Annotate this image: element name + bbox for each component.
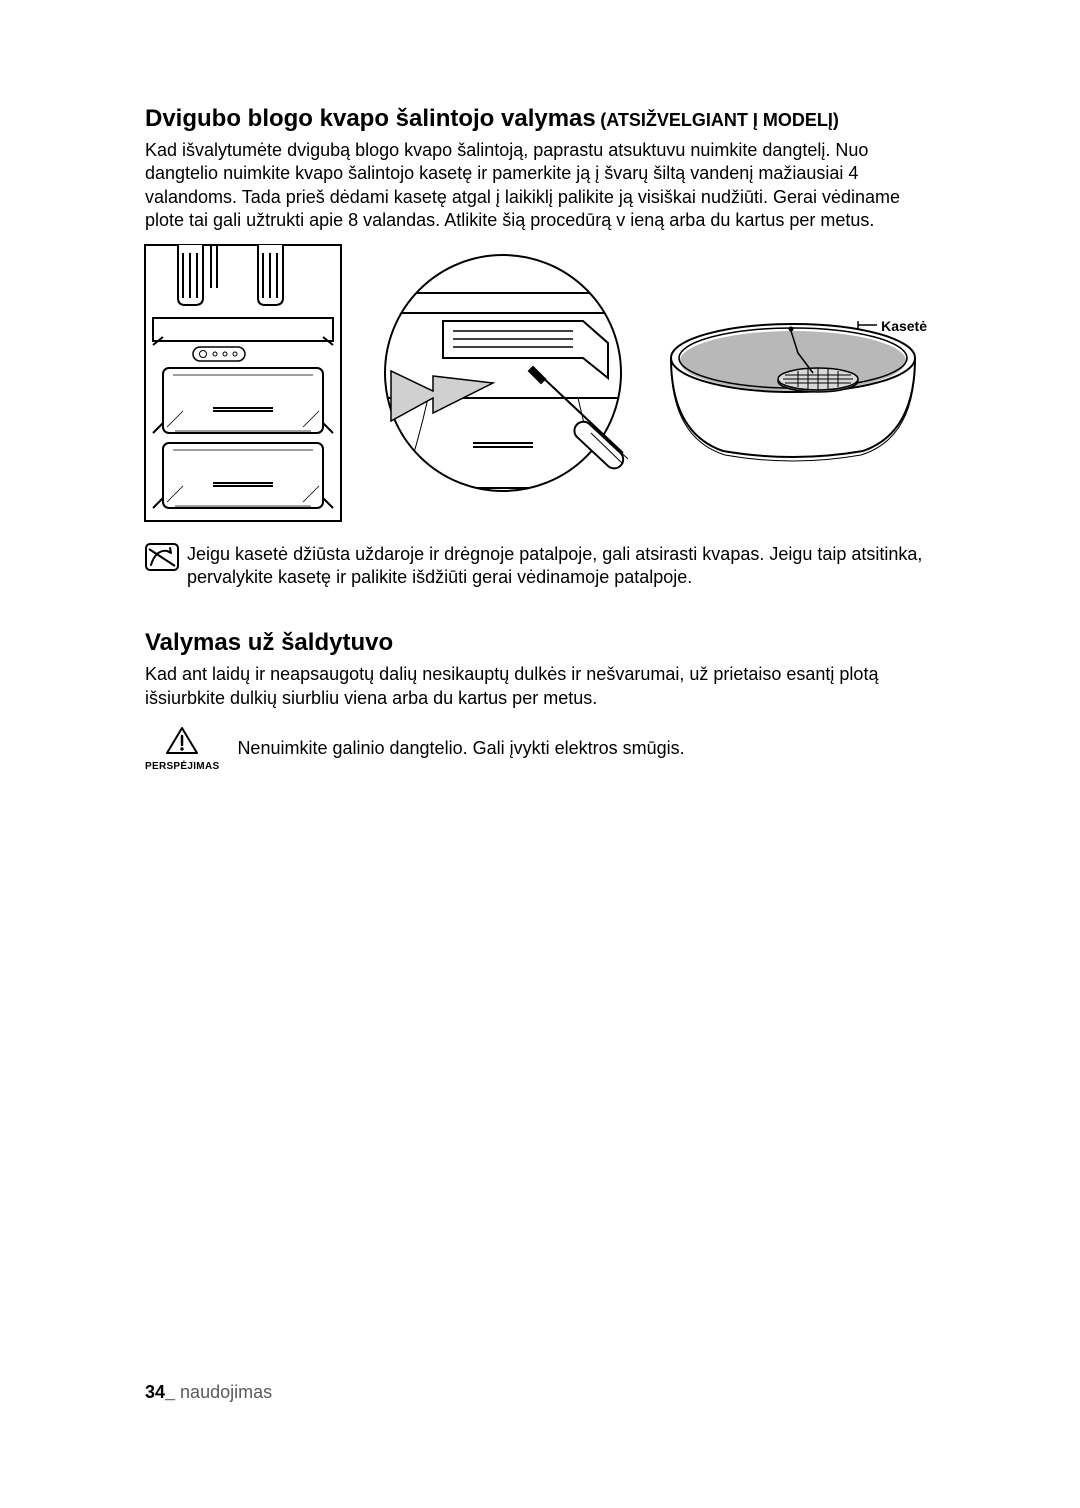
note-text: Jeigu kasetė džiūsta uždaroje ir drėgnoj… bbox=[187, 543, 940, 590]
warning-icon-wrap: PERSPĖJIMAS bbox=[145, 726, 219, 772]
warning-row: PERSPĖJIMAS Nenuimkite galinio dangtelio… bbox=[145, 726, 940, 772]
note-row: Jeigu kasetė džiūsta uždaroje ir drėgnoj… bbox=[145, 543, 940, 590]
detail-diagram bbox=[373, 243, 633, 503]
section-1: Dvigubo blogo kvapo šalintojo valymas (A… bbox=[145, 105, 940, 589]
section-1-title: Dvigubo blogo kvapo šalintojo valymas bbox=[145, 105, 596, 132]
section-1-body: Kad išvalytumėte dvigubą blogo kvapo šal… bbox=[145, 139, 940, 233]
note-icon bbox=[145, 543, 179, 571]
page-footer: 34_ naudojimas bbox=[145, 1382, 272, 1403]
fridge-diagram bbox=[143, 243, 343, 523]
footer-section: naudojimas bbox=[175, 1382, 272, 1402]
section-2-title: Valymas už šaldytuvo bbox=[145, 629, 940, 657]
warning-text: Nenuimkite galinio dangtelio. Gali įvykt… bbox=[237, 737, 684, 760]
section-2-body: Kad ant laidų ir neapsaugotų dalių nesik… bbox=[145, 663, 940, 710]
figure-row: Kasetė bbox=[143, 243, 940, 523]
page-content: Dvigubo blogo kvapo šalintojo valymas (A… bbox=[0, 0, 1080, 772]
warning-icon bbox=[165, 726, 199, 756]
warning-caption: PERSPĖJIMAS bbox=[145, 761, 219, 772]
section-2: Valymas už šaldytuvo Kad ant laidų ir ne… bbox=[145, 629, 940, 772]
page-number: 34 bbox=[145, 1382, 165, 1402]
section-1-subtitle: (ATSIŽVELGIANT Į MODELĮ) bbox=[600, 110, 839, 130]
footer-separator: _ bbox=[165, 1382, 175, 1402]
bowl-figure: Kasetė bbox=[663, 303, 923, 503]
bowl-label: Kasetė bbox=[881, 318, 927, 334]
